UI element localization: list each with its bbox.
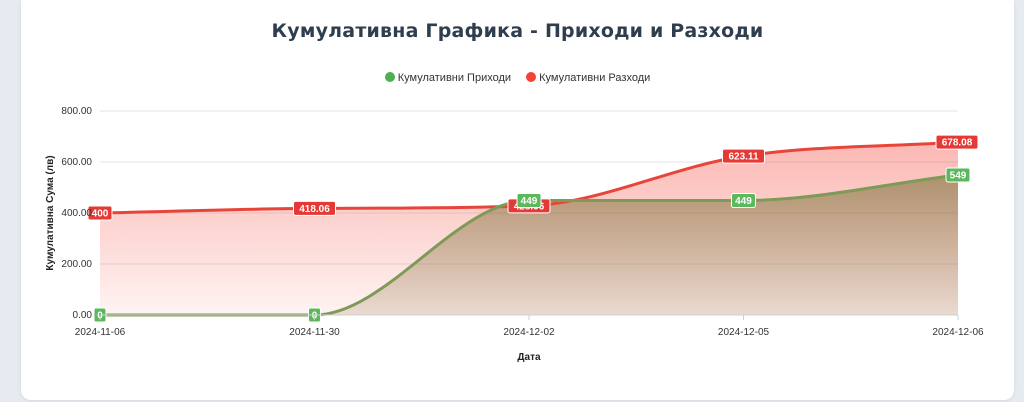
data-label-badge [722,148,765,164]
legend-dot-expenses [526,72,537,82]
data-label-text: 400 [92,209,109,220]
x-tick-label: 2024-11-30 [289,327,340,338]
data-label-expenses: 623.11 [722,148,765,164]
data-label-badge [731,193,756,209]
data-label-badge [935,134,979,150]
data-label-income: 549 [945,167,971,183]
legend-dot-income [384,72,395,82]
data-label-badge [945,167,971,183]
chart-title: Кумулативна Графика - Приходи и Разходи [271,20,764,42]
data-label-expenses: 400 [87,205,113,221]
y-tick-label: 0.00 [73,310,93,321]
series-area-income [100,175,958,315]
y-tick-label: 200.00 [61,259,92,270]
chart-legend: Кумулативни Приходи Кумулативни Разходи [21,72,1014,84]
data-label-text: 549 [950,171,967,182]
data-label-text: 418.06 [299,204,330,215]
data-label-text: 449 [735,196,752,207]
legend-item-expenses[interactable]: Кумулативни Разходи [526,72,650,84]
data-label-text: 678.08 [942,138,973,149]
y-tick-label: 400.00 [61,208,92,219]
data-label-badge [516,193,542,209]
data-label-expenses: 678.08 [935,134,979,150]
x-tick-label: 2024-12-06 [932,327,984,338]
data-label-text: 449 [521,196,538,207]
y-tick-label: 800.00 [61,106,92,117]
x-tick-label: 2024-12-05 [718,327,770,338]
data-label-badge [87,205,113,221]
y-tick-label: 600.00 [61,157,92,168]
legend-label-expenses: Кумулативни Разходи [539,72,651,84]
legend-label-income: Кумулативни Приходи [397,72,512,84]
x-axis-title: Дата [517,352,541,363]
x-tick-label: 2024-11-06 [75,327,126,338]
data-label-badge [293,200,336,216]
x-tick-label: 2024-12-02 [503,327,555,338]
data-label-expenses: 418.06 [293,200,336,216]
data-label-text: 623.11 [728,152,758,163]
y-axis-title: Кумулативна Сума (лв) [45,155,56,270]
data-label-income: 449 [516,193,542,209]
legend-item-income[interactable]: Кумулативни Приходи [384,72,512,84]
data-label-income: 449 [731,193,756,209]
